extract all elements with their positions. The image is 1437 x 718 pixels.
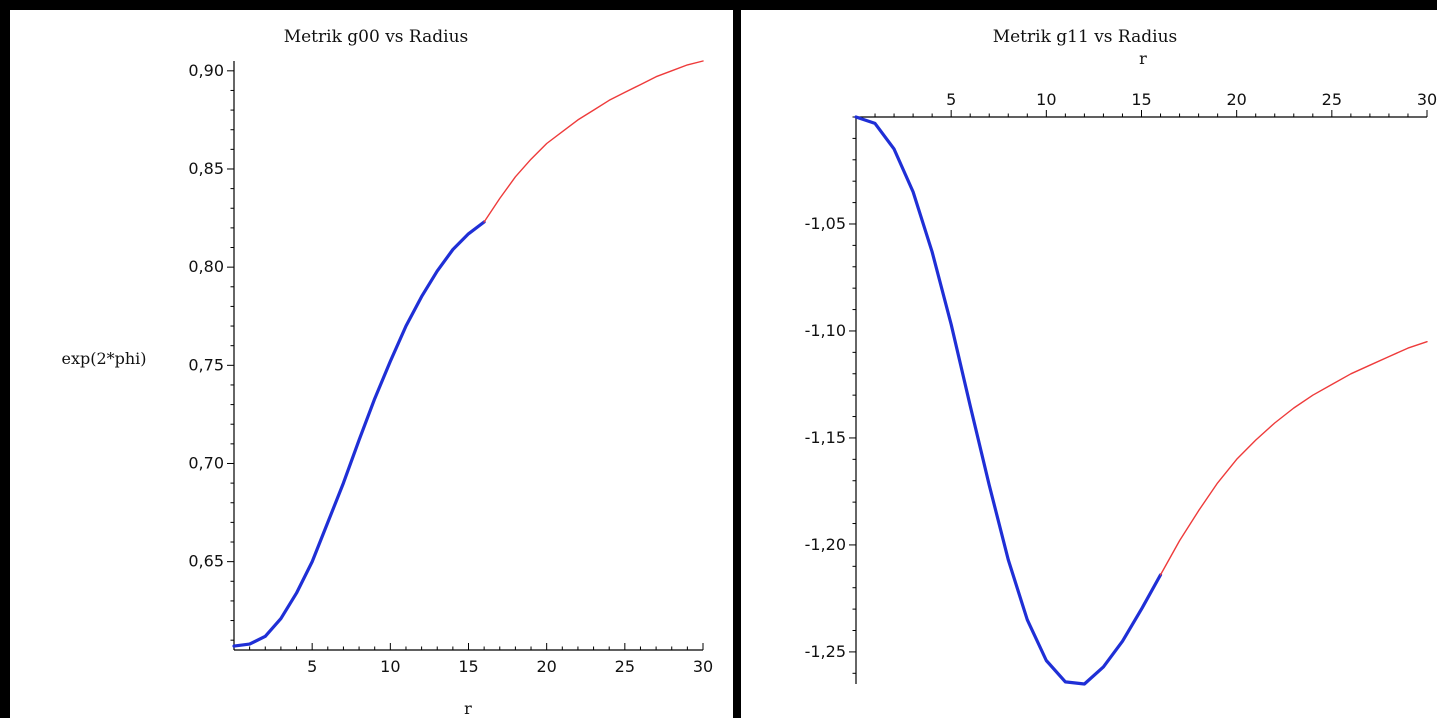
y-tick-label: -1,10 [805,321,846,340]
x-axis-label: r [464,699,472,718]
y-tick-label: 0,90 [188,61,224,80]
x-tick-label: 25 [1322,90,1342,109]
x-tick-label: 5 [946,90,956,109]
y-tick-label: 0,85 [188,159,224,178]
x-tick-label: 15 [458,657,478,676]
x-tick-label: 10 [380,657,400,676]
x-tick-label: 5 [307,657,317,676]
y-tick-label: 0,65 [188,552,224,571]
y-axis-label: exp(2*phi) [61,349,146,368]
y-tick-label: -1,20 [805,535,846,554]
x-tick-label: 20 [536,657,556,676]
y-tick-label: -1,15 [805,428,846,447]
chart-g00: Metrik g00 vs Radius exp(2*phi) r 5 10 15 2… [61,27,713,718]
x-tick-label: 20 [1226,90,1246,109]
y-tick-label: 0,70 [188,453,224,472]
chart-title: Metrik g11 vs Radius [993,27,1178,47]
x-tick-label: 10 [1036,90,1056,109]
x-tick-label: 15 [1131,90,1151,109]
chart-g11: Metrik g11 vs Radius r 5 10 15 20 25 30 -1,05 -… [805,27,1437,686]
x-tick-label: 25 [615,657,635,676]
series-line-red [1159,341,1428,576]
x-tick-label: 30 [1417,90,1437,109]
y-tick-label: -1,25 [805,642,846,661]
x-axis-label: r [1139,49,1147,68]
series-line-blue [232,220,486,648]
series-line-blue [854,115,1163,686]
x-tick-label: 30 [693,657,713,676]
y-tick-label: 0,75 [188,355,224,374]
series-line-red [483,60,704,223]
y-tick-label: -1,05 [805,214,846,233]
y-tick-label: 0,80 [188,257,224,276]
chart-title: Metrik g00 vs Radius [284,27,469,47]
